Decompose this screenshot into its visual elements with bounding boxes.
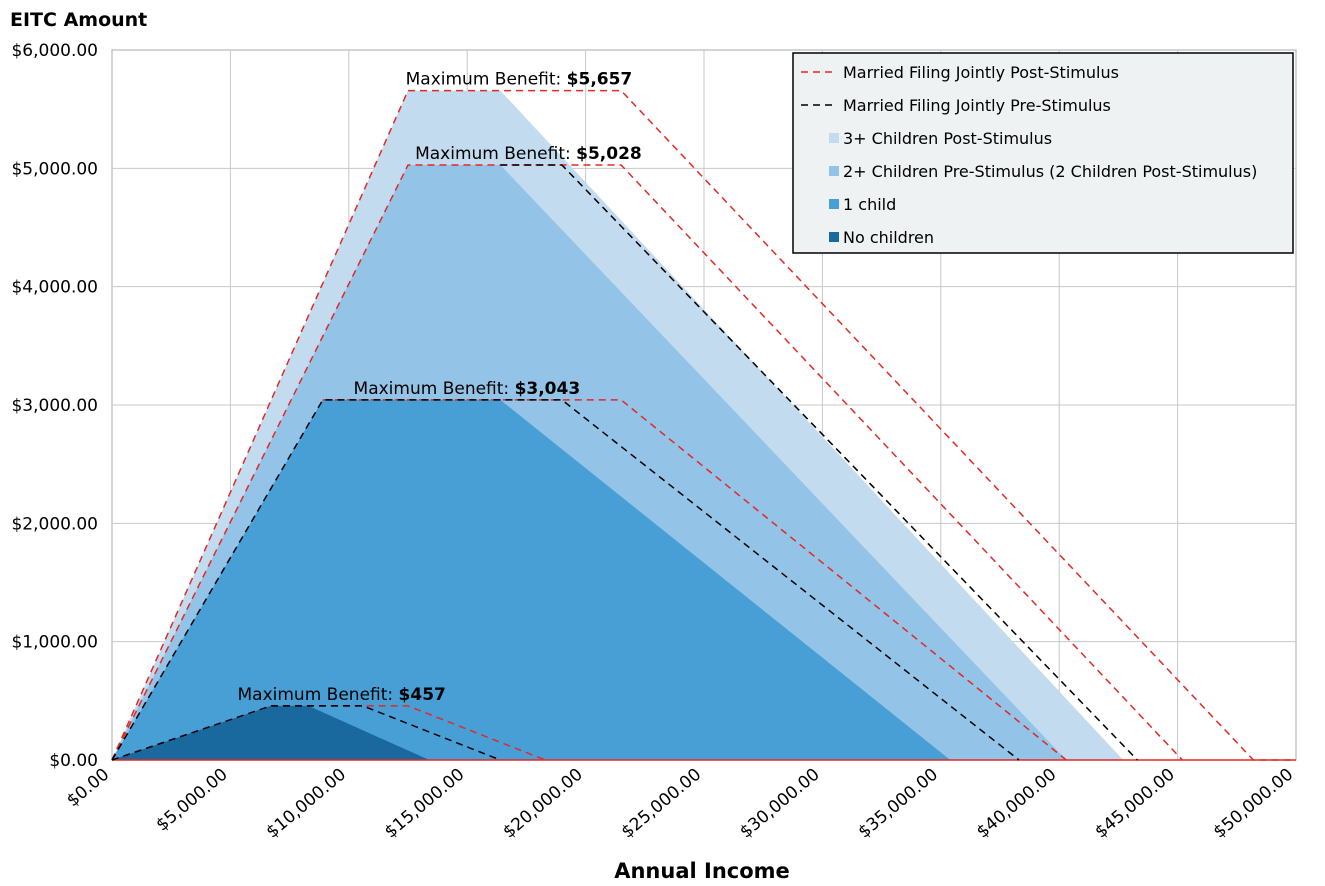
legend-swatch-area <box>829 199 839 209</box>
annotation-value: $457 <box>399 685 446 705</box>
legend-label: Married Filing Jointly Pre-Stimulus <box>843 96 1111 115</box>
area-no-children <box>112 705 430 760</box>
annotation-label: Maximum Benefit: <box>415 144 576 164</box>
legend-label: No children <box>843 228 934 247</box>
line-married-filing-jointly-pre-stimulus <box>500 164 1138 761</box>
legend-label: 3+ Children Post-Stimulus <box>843 129 1052 148</box>
y-tick-label: $1,000.00 <box>11 633 98 653</box>
max-benefit-annotation: Maximum Benefit: $3,043 <box>354 379 581 399</box>
max-benefit-annotation: Maximum Benefit: $457 <box>238 685 446 705</box>
annotation-value: $5,028 <box>576 144 642 164</box>
legend: Married Filing Jointly Post-Stimulus Marr… <box>792 52 1294 254</box>
max-benefit-annotation: Maximum Benefit: $5,028 <box>415 144 642 164</box>
legend-label: Married Filing Jointly Post-Stimulus <box>843 63 1119 82</box>
x-tick-label: $0.00 <box>63 765 113 812</box>
max-benefit-annotation: Maximum Benefit: $5,657 <box>406 70 633 90</box>
y-tick-label: $6,000.00 <box>11 41 98 61</box>
legend-box <box>792 52 1294 254</box>
line-married-filing-jointly-pre-stimulus <box>111 399 1020 761</box>
x-tick-label: $40,000.00 <box>973 765 1060 843</box>
legend-swatch-area <box>829 166 839 176</box>
y-tick-label: $3,000.00 <box>11 396 98 416</box>
y-tick-label: $4,000.00 <box>11 278 98 298</box>
x-tick-label: $35,000.00 <box>855 765 942 843</box>
x-tick-label: $45,000.00 <box>1091 765 1178 843</box>
annotation-label: Maximum Benefit: <box>406 70 567 90</box>
y-tick-label: $5,000.00 <box>11 159 98 179</box>
dashed-lines <box>111 89 1296 761</box>
legend-swatch-area <box>829 133 839 143</box>
annotation-label: Maximum Benefit: <box>354 379 515 399</box>
x-tick-label: $50,000.00 <box>1210 765 1297 843</box>
x-tick-label: $20,000.00 <box>499 765 586 843</box>
legend-label: 2+ Children Pre-Stimulus (2 Children Pos… <box>843 162 1257 181</box>
line-married-filing-jointly-post-stimulus <box>270 705 546 761</box>
annotation-label: Maximum Benefit: <box>238 685 399 705</box>
annotation-value: $3,043 <box>515 379 581 399</box>
areas <box>112 90 1296 761</box>
legend-label: 1 child <box>843 195 896 214</box>
x-tick-label: $25,000.00 <box>618 765 705 843</box>
area-1-child <box>112 399 951 760</box>
annotation-value: $5,657 <box>567 70 633 90</box>
y-tick-label: $0.00 <box>49 751 98 771</box>
legend-swatch-area <box>829 232 839 242</box>
x-tick-label: $10,000.00 <box>263 765 350 843</box>
y-tick-label: $2,000.00 <box>11 514 98 534</box>
x-tick-label: $15,000.00 <box>381 765 468 843</box>
x-tick-label: $5,000.00 <box>152 765 231 836</box>
x-tick-label: $30,000.00 <box>736 765 823 843</box>
x-axis-title: Annual Income <box>614 859 790 883</box>
y-axis-title: EITC Amount <box>10 9 147 31</box>
